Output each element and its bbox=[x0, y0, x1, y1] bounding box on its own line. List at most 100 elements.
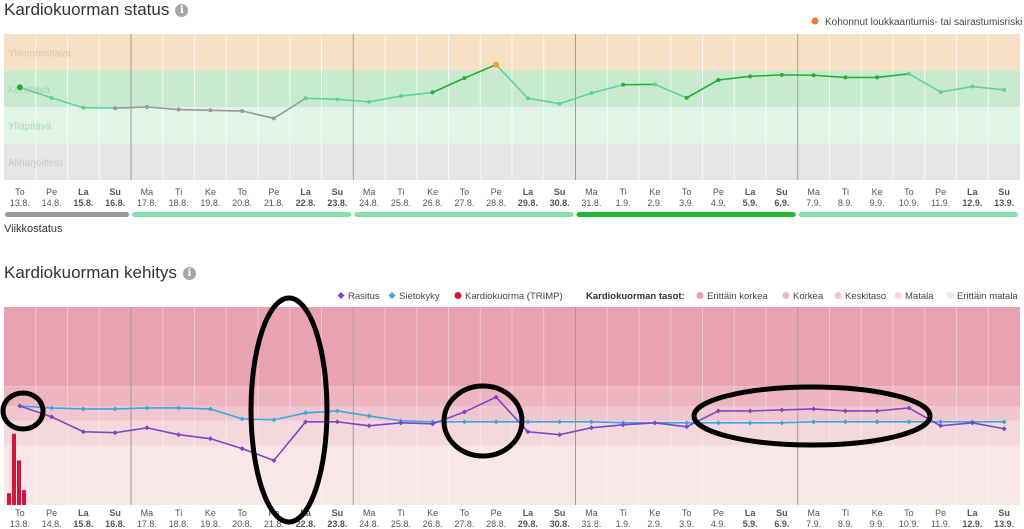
load-date-label: 9.9. bbox=[870, 519, 885, 529]
status-point bbox=[240, 109, 245, 114]
status-day-label: Ma bbox=[363, 187, 376, 197]
series-point bbox=[652, 420, 658, 426]
status-point bbox=[843, 75, 848, 80]
load-date-label: 14.8. bbox=[42, 519, 62, 529]
load-level-band-0 bbox=[4, 307, 1020, 387]
status-point bbox=[589, 91, 594, 96]
trimp-bar bbox=[22, 490, 26, 505]
level-label: Korkea bbox=[793, 291, 824, 302]
info-icon[interactable]: i bbox=[175, 4, 189, 17]
series-point bbox=[176, 432, 182, 438]
status-date-label: 16.8. bbox=[105, 198, 125, 208]
status-point bbox=[811, 73, 816, 78]
series-point bbox=[620, 422, 626, 428]
status-day-label: Ke bbox=[649, 187, 660, 197]
load-date-label: 8.9. bbox=[838, 519, 853, 529]
load-day-label: La bbox=[78, 508, 89, 518]
load-date-label: 10.9. bbox=[899, 519, 919, 529]
series-point bbox=[239, 416, 245, 422]
status-date-label: 21.8. bbox=[264, 198, 284, 208]
series-point bbox=[334, 408, 340, 414]
load-date-label: 20.8. bbox=[232, 519, 252, 529]
status-date-label: 31.8. bbox=[581, 198, 601, 208]
load-date-label: 13.8. bbox=[10, 519, 30, 529]
weekly-status-bar-1 bbox=[132, 212, 352, 217]
status-day-label: Su bbox=[332, 187, 344, 197]
series-point bbox=[874, 408, 880, 414]
status-date-label: 29.8. bbox=[518, 198, 538, 208]
status-line-segment bbox=[686, 79, 719, 99]
series-point bbox=[715, 408, 721, 414]
status-section-title: Kardiokuorman status i bbox=[4, 0, 189, 20]
status-date-label: 1.9. bbox=[616, 198, 631, 208]
weekly-status-bar-4 bbox=[798, 212, 1018, 217]
series-point bbox=[557, 432, 563, 438]
load-day-label: Pe bbox=[935, 508, 946, 518]
status-line-segment bbox=[305, 97, 338, 101]
load-date-label: 3.9. bbox=[679, 519, 694, 529]
load-date-label: 21.8. bbox=[264, 519, 284, 529]
status-line-segment bbox=[337, 98, 370, 103]
status-date-label: 12.9. bbox=[962, 198, 982, 208]
series-point bbox=[80, 406, 86, 412]
legend-marker bbox=[337, 292, 345, 299]
status-point bbox=[684, 95, 689, 100]
series-point bbox=[684, 420, 690, 426]
annotation-circle bbox=[248, 295, 330, 525]
status-date-label: 14.8. bbox=[42, 198, 62, 208]
status-point bbox=[875, 75, 880, 80]
weekly-status-bar-3 bbox=[576, 212, 796, 217]
series-line-rasitus bbox=[19, 396, 1005, 462]
series-point bbox=[239, 446, 245, 452]
status-line-segment bbox=[146, 106, 179, 111]
status-day-label: Su bbox=[776, 187, 788, 197]
load-day-label: Ti bbox=[397, 508, 404, 518]
load-day-label: To bbox=[237, 508, 247, 518]
level-marker bbox=[782, 292, 790, 299]
series-point bbox=[366, 413, 372, 419]
series-point bbox=[17, 403, 23, 409]
development-title-text: Kardiokuorman kehitys bbox=[4, 263, 177, 282]
series-point bbox=[49, 414, 55, 420]
load-day-label: Ti bbox=[842, 508, 849, 518]
load-day-label: Ti bbox=[620, 508, 627, 518]
series-point bbox=[684, 424, 690, 430]
status-point bbox=[748, 74, 753, 79]
status-point bbox=[144, 105, 149, 109]
series-point bbox=[176, 405, 182, 411]
status-date-label: 5.9. bbox=[743, 198, 758, 208]
load-date-label: 28.8. bbox=[486, 519, 506, 529]
status-date-label: 8.9. bbox=[838, 198, 853, 208]
series-point bbox=[906, 405, 912, 411]
status-point bbox=[367, 99, 372, 104]
status-day-label: To bbox=[460, 187, 470, 197]
series-point bbox=[874, 419, 880, 425]
info-icon[interactable]: i bbox=[182, 267, 196, 280]
status-point bbox=[49, 95, 54, 100]
status-line-segment bbox=[241, 110, 275, 120]
status-point bbox=[208, 108, 213, 113]
status-zone-label: Ylikuormittava bbox=[8, 48, 71, 59]
status-day-label: Su bbox=[554, 187, 566, 197]
status-point bbox=[779, 72, 784, 77]
series-point bbox=[112, 406, 118, 412]
status-point bbox=[335, 97, 340, 102]
status-day-label: Pe bbox=[713, 187, 724, 197]
series-point bbox=[303, 419, 309, 425]
status-day-label: Su bbox=[998, 187, 1010, 197]
status-date-label: 20.8. bbox=[232, 198, 252, 208]
status-date-label: 26.8. bbox=[423, 198, 443, 208]
load-date-label: 12.9. bbox=[962, 519, 982, 529]
series-point bbox=[398, 420, 404, 426]
load-date-label: 18.8. bbox=[169, 519, 189, 529]
status-line-segment bbox=[972, 85, 1005, 91]
status-point bbox=[557, 101, 562, 106]
status-line-segment bbox=[51, 97, 84, 109]
status-day-label: Pe bbox=[935, 187, 946, 197]
status-line-segment bbox=[368, 95, 402, 103]
status-point bbox=[716, 77, 721, 82]
trimp-bar bbox=[17, 460, 21, 505]
load-date-label: 24.8. bbox=[359, 519, 379, 529]
load-date-label: 15.8. bbox=[73, 519, 93, 529]
status-point bbox=[398, 94, 403, 99]
